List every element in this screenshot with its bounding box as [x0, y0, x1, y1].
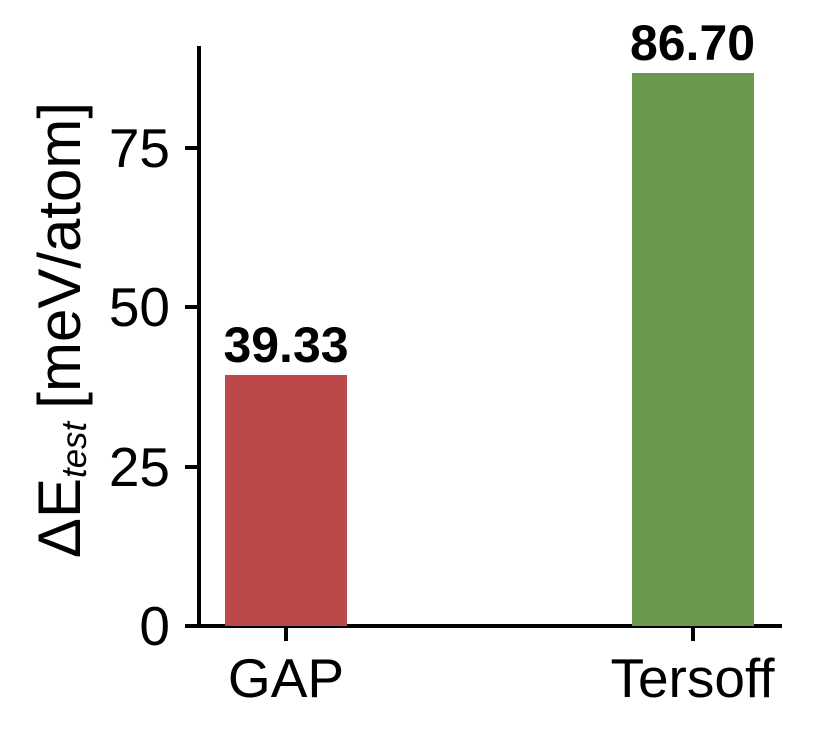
- y-tick-mark-0: [185, 624, 197, 628]
- x-tick-label-tersoff: Tersoff: [610, 647, 775, 709]
- bar-tersoff: [631, 73, 754, 626]
- bar-gap: [225, 375, 347, 626]
- x-tick-mark-tersoff: [690, 628, 695, 641]
- y-tick-mark-75: [185, 145, 197, 150]
- y-tick-label-50: 50: [108, 276, 170, 339]
- value-label-tersoff: 86.70: [629, 15, 756, 72]
- x-tick-label-gap: GAP: [227, 647, 345, 709]
- y-tick-label-75: 75: [108, 116, 170, 179]
- y-tick-label-25: 25: [108, 435, 170, 498]
- y-axis-spine: [197, 46, 201, 628]
- x-axis-spine: [197, 624, 782, 628]
- y-tick-mark-50: [185, 305, 197, 310]
- y-tick-label-0: 0: [139, 595, 170, 657]
- x-tick-mark-gap: [284, 628, 288, 641]
- y-tick-mark-25: [185, 464, 197, 469]
- value-label-gap: 39.33: [223, 317, 349, 374]
